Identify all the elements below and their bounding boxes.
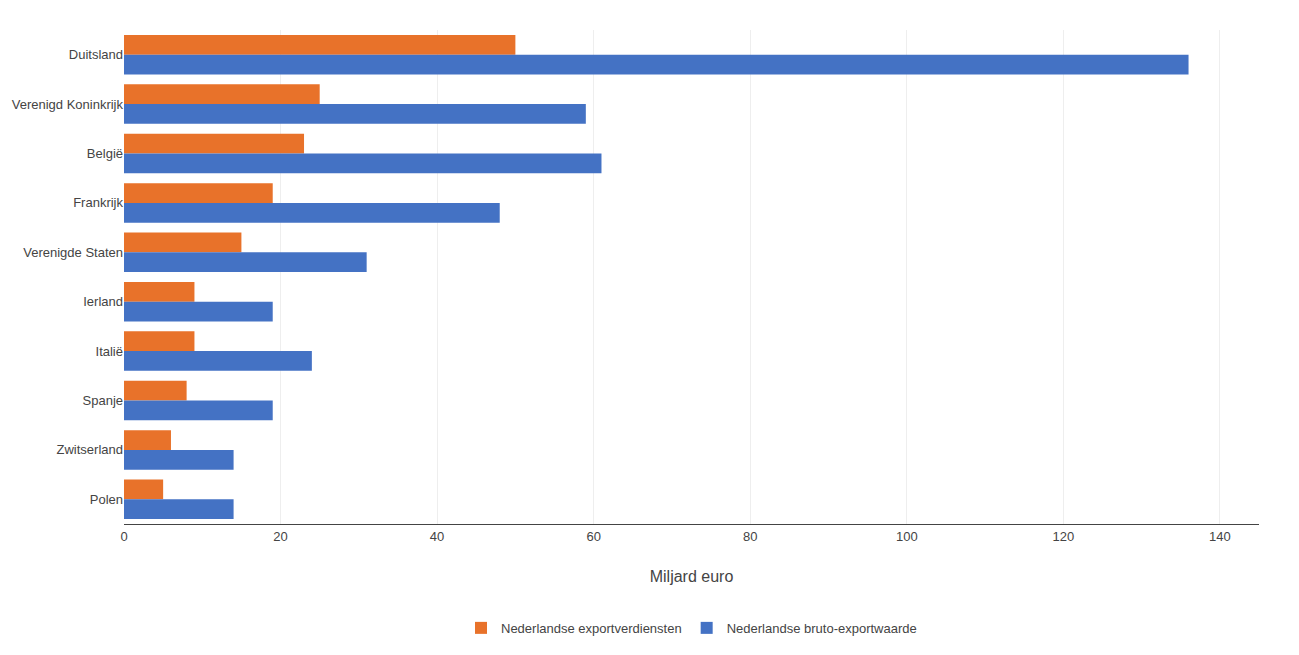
svg-text:Frankrijk: Frankrijk — [73, 195, 123, 210]
svg-text:Ierland: Ierland — [83, 294, 123, 309]
svg-text:80: 80 — [743, 529, 757, 544]
svg-text:Verenigd Koninkrijk: Verenigd Koninkrijk — [12, 97, 124, 112]
svg-text:Miljard euro: Miljard euro — [650, 568, 734, 585]
svg-text:Spanje: Spanje — [83, 393, 123, 408]
svg-text:120: 120 — [1052, 529, 1074, 544]
svg-text:Italië: Italië — [96, 344, 123, 359]
svg-text:20: 20 — [273, 529, 287, 544]
svg-text:140: 140 — [1209, 529, 1231, 544]
svg-text:Nederlandse bruto-exportwaarde: Nederlandse bruto-exportwaarde — [727, 621, 917, 636]
svg-text:Zwitserland: Zwitserland — [57, 442, 123, 457]
svg-text:Polen: Polen — [90, 492, 123, 507]
svg-text:40: 40 — [430, 529, 444, 544]
svg-text:Duitsland: Duitsland — [69, 47, 123, 62]
svg-text:Nederlandse exportverdiensten: Nederlandse exportverdiensten — [501, 621, 682, 636]
svg-text:Verenigde Staten: Verenigde Staten — [23, 245, 123, 260]
svg-text:België: België — [87, 146, 123, 161]
svg-text:0: 0 — [120, 529, 127, 544]
svg-text:60: 60 — [586, 529, 600, 544]
svg-text:100: 100 — [896, 529, 918, 544]
